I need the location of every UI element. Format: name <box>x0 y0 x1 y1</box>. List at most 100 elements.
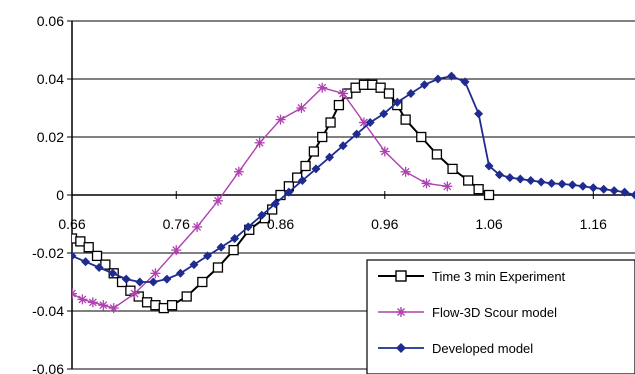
point-s0-25 <box>317 131 328 143</box>
legend-marker-2 <box>396 343 406 353</box>
x-tick-label-0: 0.66 <box>58 216 85 232</box>
point-s1-6 <box>150 268 161 279</box>
point-s2-0 <box>72 251 77 261</box>
x-tick-label-2: 0.86 <box>267 216 294 232</box>
point-s1-15 <box>338 88 349 99</box>
point-s0-15 <box>212 262 224 273</box>
point-s0-1 <box>75 236 86 247</box>
point-s2-36 <box>536 177 546 187</box>
x-tick-label-5: 1.16 <box>580 216 607 232</box>
point-s2-7 <box>162 274 172 284</box>
point-s2-45 <box>630 190 635 200</box>
point-s0-24 <box>308 146 320 157</box>
point-s0-16 <box>228 244 239 256</box>
point-s0-30 <box>358 79 370 90</box>
point-s0-41 <box>483 189 495 201</box>
point-s2-16 <box>284 187 294 197</box>
legend-label-2: Developed model <box>432 341 533 356</box>
point-s1-8 <box>192 221 203 232</box>
legend-label-0: Time 3 min Experiment <box>432 269 566 284</box>
point-s0-40 <box>473 184 484 195</box>
point-s1-1 <box>77 294 88 305</box>
point-s2-26 <box>419 80 429 90</box>
point-s1-10 <box>233 166 244 177</box>
point-s2-38 <box>557 179 567 189</box>
point-s2-29 <box>460 77 470 87</box>
legend-marker-1 <box>396 307 406 317</box>
point-s1-11 <box>254 137 265 148</box>
point-s2-22 <box>365 118 375 127</box>
point-s1-14 <box>317 82 328 93</box>
point-s0-13 <box>181 291 192 302</box>
legend-label-1: Flow-3D Scour model <box>432 305 557 320</box>
point-s0-27 <box>333 99 345 111</box>
point-s1-12 <box>275 114 286 125</box>
y-tick-label-6: -0.06 <box>32 361 64 374</box>
point-s0-14 <box>197 276 208 288</box>
point-s2-5 <box>135 277 145 287</box>
point-s2-13 <box>243 222 253 232</box>
series-1 <box>72 82 453 314</box>
point-s0-32 <box>375 82 386 93</box>
point-s2-1 <box>81 257 91 267</box>
point-s1-0 <box>72 288 77 299</box>
point-s2-25 <box>406 89 416 98</box>
legend-entry-0: Time 3 min Experiment <box>378 269 566 284</box>
point-s1-5 <box>129 288 140 299</box>
legend-entry-1: Flow-3D Scour model <box>378 305 557 320</box>
point-s2-41 <box>588 183 598 193</box>
point-s2-44 <box>620 187 630 197</box>
point-s1-2 <box>87 297 98 308</box>
point-s2-28 <box>447 71 457 81</box>
point-s0-31 <box>367 79 378 90</box>
point-s2-14 <box>257 210 267 220</box>
point-s2-11 <box>216 242 226 252</box>
axes <box>67 20 635 370</box>
point-s2-42 <box>599 184 609 194</box>
point-s0-33 <box>383 88 395 99</box>
point-s2-8 <box>175 268 185 278</box>
point-s2-12 <box>230 234 240 243</box>
point-s1-9 <box>212 195 223 206</box>
series-2 <box>72 71 635 287</box>
point-s2-27 <box>433 74 443 84</box>
point-s1-3 <box>98 300 109 311</box>
y-tick-label-0: 0.06 <box>37 13 64 29</box>
point-s0-35 <box>400 114 411 125</box>
point-s0-29 <box>350 82 361 93</box>
legend-box <box>366 259 635 374</box>
series-line-2 <box>72 75 635 283</box>
legend-marker-0 <box>395 270 407 282</box>
legend-entry-2: Developed model <box>378 341 533 356</box>
point-s2-34 <box>515 174 525 184</box>
point-s2-24 <box>392 97 402 107</box>
point-s2-37 <box>547 178 557 188</box>
point-s1-4 <box>108 303 119 314</box>
point-s0-2 <box>83 242 94 253</box>
y-tick-label-1: 0.04 <box>37 71 64 87</box>
point-s2-23 <box>379 109 389 119</box>
point-s1-13 <box>296 103 307 113</box>
point-s1-18 <box>400 166 411 177</box>
point-s2-17 <box>297 176 307 185</box>
point-s0-12 <box>166 300 178 311</box>
point-s2-40 <box>578 181 588 191</box>
point-s0-26 <box>325 117 336 128</box>
point-s2-20 <box>338 141 348 151</box>
y-tick-label-4: -0.02 <box>32 245 64 261</box>
point-s0-39 <box>463 175 474 186</box>
tick-labels: 0.66 0.76 0.86 0.96 1.06 1.16 0.06 0.04 0.02 0 -0.… <box>32 13 607 374</box>
point-s2-18 <box>311 164 321 174</box>
point-s2-30 <box>474 109 484 119</box>
y-tick-label-3: 0 <box>56 187 64 203</box>
point-s1-20 <box>442 181 453 192</box>
point-s0-3 <box>91 250 103 262</box>
point-s1-17 <box>379 146 390 157</box>
point-s2-4 <box>121 274 131 284</box>
point-s2-19 <box>325 152 335 162</box>
point-s0-36 <box>416 131 427 143</box>
point-s2-6 <box>148 277 158 287</box>
point-s2-2 <box>94 263 104 272</box>
